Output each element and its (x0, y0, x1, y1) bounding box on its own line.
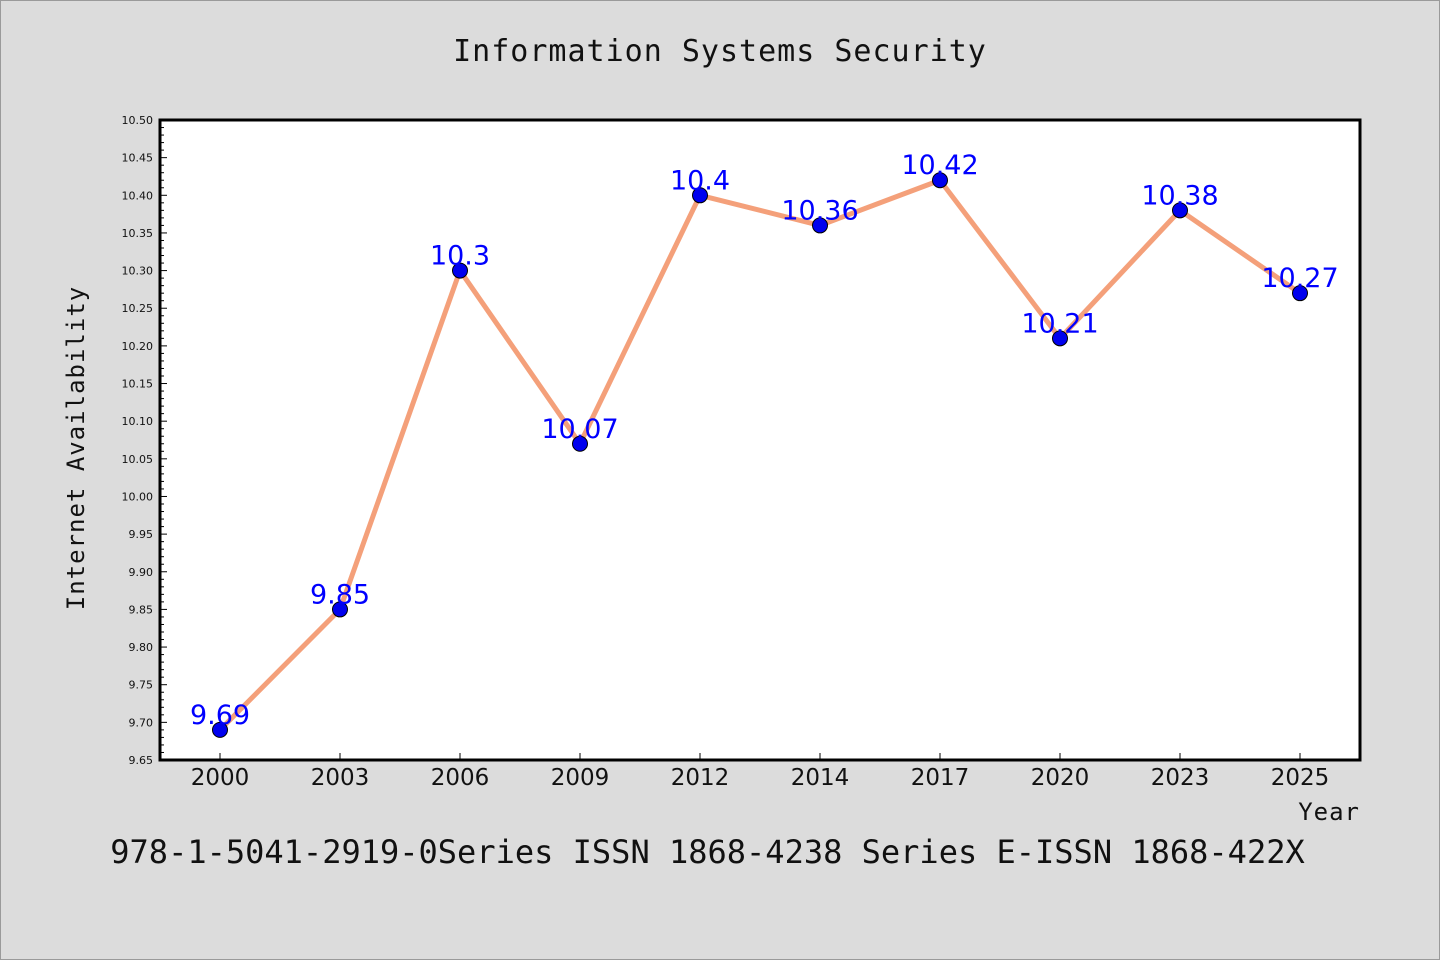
y-axis-label: Internet Availability (62, 286, 90, 610)
y-tick-label: 10.45 (122, 152, 154, 165)
data-point (1172, 202, 1188, 219)
data-point (332, 601, 348, 618)
y-tick-label: 9.95 (129, 528, 154, 541)
y-tick-label: 10.40 (122, 189, 154, 202)
data-label: 10.27 (1261, 263, 1338, 294)
data-point (1052, 330, 1068, 347)
data-point (692, 187, 708, 204)
data-point (1292, 285, 1308, 302)
x-tick-label: 2003 (311, 765, 370, 791)
data-point (812, 217, 828, 234)
data-point (932, 172, 948, 189)
x-tick-label: 2009 (551, 765, 610, 791)
x-axis: 2000 2003 2006 2009 2012 2014 2017 2020 2023 2025 (191, 753, 1330, 791)
x-tick-label: 2023 (1151, 765, 1210, 791)
data-label: 10.38 (1141, 180, 1218, 211)
data-label: 10.3 (430, 241, 490, 272)
x-tick-label: 2025 (1271, 765, 1330, 791)
y-tick-label: 9.90 (129, 566, 154, 579)
chart-title: Information Systems Security (453, 34, 987, 69)
data-label: 9.69 (190, 700, 250, 731)
y-axis: 9.65 9.70 9.75 9.80 9.85 9.90 9.95 10.00 10.05 10… (122, 114, 167, 767)
plot-border (158, 118, 1362, 762)
y-tick-label: 10.50 (122, 114, 154, 127)
data-label: 10.36 (781, 195, 858, 226)
y-tick-label: 9.75 (129, 679, 154, 692)
footer-isbn-text: 978-1-5041-2919-0Series ISSN 1868-4238 S… (110, 833, 1305, 871)
series-line (218, 177, 1302, 732)
data-label: 10.07 (541, 414, 618, 445)
data-label: 10.4 (670, 165, 730, 196)
y-tick-label: 10.25 (122, 302, 154, 315)
x-axis-label: Year (1298, 798, 1360, 826)
x-tick-label: 2014 (791, 765, 850, 791)
y-tick-label: 9.85 (129, 603, 154, 616)
series-markers (212, 172, 1308, 738)
data-label: 10.21 (1021, 308, 1098, 339)
x-tick-label: 2006 (431, 765, 490, 791)
y-tick-label: 10.05 (122, 453, 154, 466)
data-point (212, 721, 228, 738)
x-tick-label: 2012 (671, 765, 730, 791)
y-tick-label: 9.80 (129, 641, 154, 654)
x-tick-label: 2000 (191, 765, 250, 791)
y-tick-label: 10.15 (122, 378, 154, 391)
plot-area (160, 120, 1360, 760)
x-tick-label: 2017 (911, 765, 970, 791)
y-tick-label: 9.65 (129, 754, 154, 767)
y-tick-label: 10.30 (122, 265, 154, 278)
y-tick-label: 10.20 (122, 340, 154, 353)
data-label: 10.42 (901, 150, 978, 181)
y-tick-label: 10.10 (122, 415, 154, 428)
x-tick-label: 2020 (1031, 765, 1090, 791)
y-tick-label: 9.70 (129, 716, 154, 729)
data-point (452, 262, 468, 279)
y-tick-label: 10.35 (122, 227, 154, 240)
data-labels: 9.69 9.85 10.3 10.07 10.4 10.36 10.42 10.21 10.3… (190, 150, 1339, 731)
data-point (572, 435, 588, 452)
y-tick-label: 10.00 (122, 490, 154, 503)
data-label: 9.85 (310, 579, 370, 610)
